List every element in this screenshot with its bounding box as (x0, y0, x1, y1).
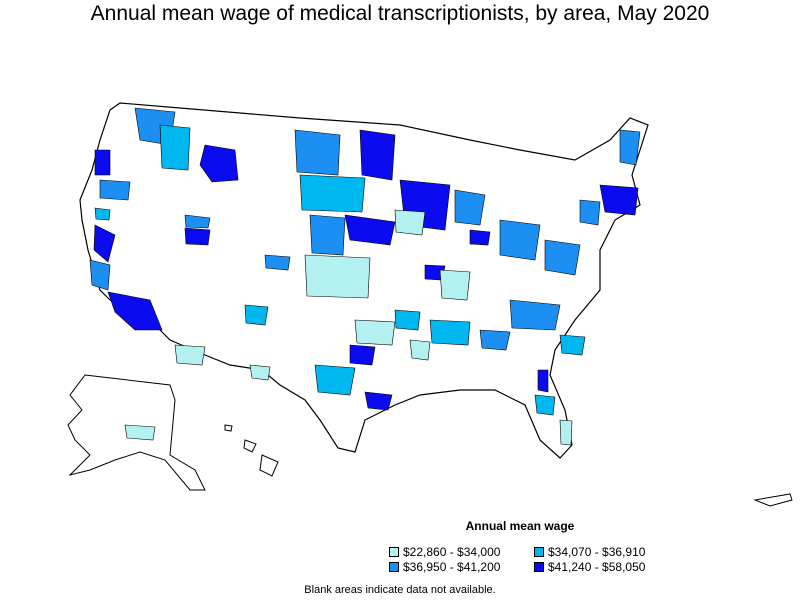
legend-swatch-4 (534, 561, 544, 572)
legend-title: Annual mean wage (465, 519, 575, 533)
legend-swatch-1 (389, 546, 399, 557)
data-note: Blank areas indicate data not available. (304, 584, 496, 596)
puerto-rico-outline (753, 493, 793, 507)
map-title: Annual mean wage of medical transcriptio… (90, 2, 710, 25)
legend-item-2: $34,070 - $36,910 (534, 545, 645, 559)
legend-item-1: $22,860 - $34,000 (389, 545, 500, 559)
legend-label-4: $41,240 - $58,050 (548, 560, 646, 574)
area-regions (89, 107, 641, 446)
legend-label-2: $34,070 - $36,910 (548, 545, 646, 559)
legend-swatch-2 (534, 546, 544, 557)
legend-item-4: $41,240 - $58,050 (534, 560, 645, 574)
legend-label-1: $22,860 - $34,000 (403, 545, 501, 559)
legend-swatch-3 (389, 561, 399, 572)
legend-label-3: $36,950 - $41,200 (403, 560, 501, 574)
legend-item-3: $36,950 - $41,200 (389, 560, 500, 574)
hawaii-islands (224, 424, 279, 477)
